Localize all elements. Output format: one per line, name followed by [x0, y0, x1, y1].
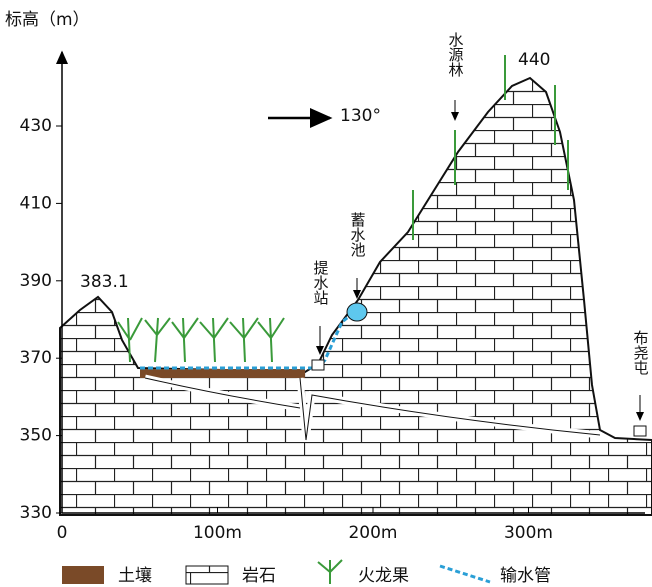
legend-label: 岩石 — [242, 566, 276, 586]
pipe — [140, 302, 368, 371]
y-axis-label: 标高（m） — [5, 10, 90, 30]
legend-swatch — [62, 566, 104, 584]
peak-left-label: 383.1 — [80, 272, 129, 292]
pump-station-label: 提水站 — [312, 260, 330, 305]
legend-swatch — [185, 565, 229, 585]
forest-label: 水源林 — [447, 32, 465, 77]
legend: 土壤 岩石 火龙果 输水管 — [62, 559, 551, 586]
x-tick-label: 300m — [504, 523, 553, 543]
terrain — [59, 76, 652, 516]
village-label: 布尧屯 — [632, 330, 650, 375]
legend-swatch — [439, 564, 491, 584]
x-tick-label: 100m — [193, 523, 242, 543]
direction-label: 130° — [340, 106, 381, 126]
y-tick-label: 370 — [20, 348, 52, 368]
legend-label: 输水管 — [500, 566, 551, 586]
plants — [117, 55, 569, 363]
y-tick-label: 390 — [20, 271, 52, 291]
peak-right-label: 440 — [518, 50, 550, 70]
x-tick-label: 0 — [57, 523, 68, 543]
reservoir-label: 蓄水池 — [349, 212, 367, 257]
legend-swatch — [317, 559, 343, 584]
legend-label: 土壤 — [118, 565, 152, 586]
village-house — [633, 425, 647, 437]
y-tick-label: 430 — [20, 116, 52, 136]
legend-label: 火龙果 — [358, 566, 409, 586]
y-tick-label: 410 — [20, 193, 52, 213]
x-tick-label: 200m — [348, 523, 397, 543]
y-tick-label: 350 — [20, 426, 52, 446]
y-tick-label: 330 — [20, 503, 52, 523]
